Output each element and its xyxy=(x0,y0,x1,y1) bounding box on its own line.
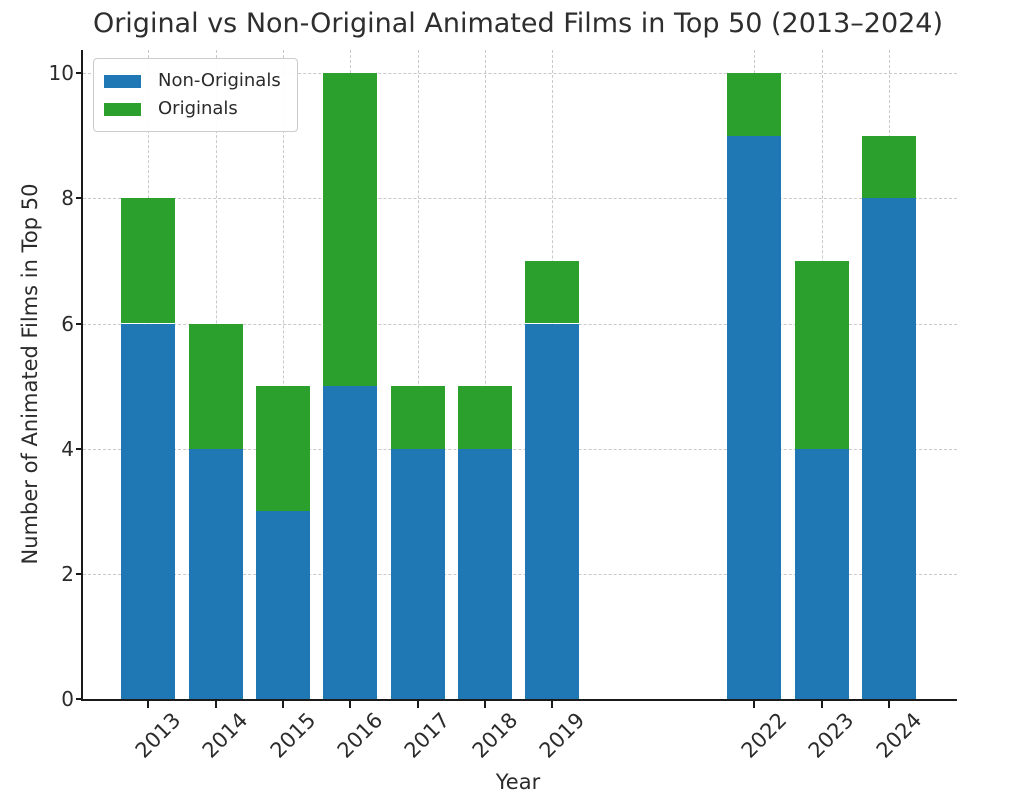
legend-swatch-originals xyxy=(104,102,141,116)
gridline-y-6 xyxy=(83,323,957,325)
gridline-x-2015 xyxy=(283,50,284,699)
legend-swatch-non-originals xyxy=(104,74,141,88)
x-tick-2015 xyxy=(282,701,284,708)
y-tick-4 xyxy=(76,447,83,450)
x-tick-label-2023: 2023 xyxy=(803,708,859,763)
chart-title: Original vs Non-Original Animated Films … xyxy=(92,8,944,39)
bar-2023-originals xyxy=(794,260,849,449)
gridline-y-8 xyxy=(83,198,957,200)
bar-2023-non-originals xyxy=(794,448,849,699)
bar-2015-originals xyxy=(256,386,310,512)
x-tick-label-2018: 2018 xyxy=(467,708,522,763)
y-tick-10 xyxy=(76,72,83,75)
bar-2018-non-originals xyxy=(458,448,512,699)
bar-2022-originals xyxy=(727,73,782,136)
x-tick-2022 xyxy=(753,701,756,708)
gridline-y-10 xyxy=(83,73,957,75)
bar-2022-non-originals xyxy=(727,135,782,699)
bar-2018-originals xyxy=(458,386,512,449)
y-tick-8 xyxy=(76,197,83,200)
x-tick-label-2019: 2019 xyxy=(534,708,590,763)
x-tick-label-2022: 2022 xyxy=(736,708,792,763)
y-tick-label-10: 10 xyxy=(48,61,74,86)
x-tick-label-2013: 2013 xyxy=(130,708,186,763)
bar-2014-originals xyxy=(188,323,243,449)
x-tick-2023 xyxy=(820,701,823,708)
x-tick-2016 xyxy=(349,701,352,708)
bar-2013-non-originals xyxy=(121,323,176,699)
gridline-y-4 xyxy=(83,448,957,450)
bar-2017-originals xyxy=(390,386,445,449)
x-tick-2013 xyxy=(147,701,150,708)
bar-2014-non-originals xyxy=(188,448,243,699)
legend-item-originals: Originals xyxy=(104,95,281,123)
bar-2024-non-originals xyxy=(862,198,916,699)
gridline-x-2017 xyxy=(417,50,419,699)
y-tick-label-0: 0 xyxy=(61,687,74,711)
y-tick-label-6: 6 xyxy=(61,311,74,336)
bar-2015-non-originals xyxy=(256,511,310,699)
bar-2017-non-originals xyxy=(390,448,445,699)
bar-2016-originals xyxy=(323,73,378,387)
x-tick-2024 xyxy=(888,701,890,708)
plot-area: Non-Originals Originals xyxy=(81,50,957,701)
y-tick-2 xyxy=(76,572,83,575)
y-tick-6 xyxy=(76,322,83,325)
x-tick-2019 xyxy=(551,701,554,708)
x-tick-label-2024: 2024 xyxy=(871,708,926,763)
x-tick-2014 xyxy=(214,701,217,708)
bar-2019-originals xyxy=(525,260,580,324)
y-tick-label-4: 4 xyxy=(61,436,74,461)
x-tick-label-2014: 2014 xyxy=(197,708,253,763)
legend-label-originals: Originals xyxy=(158,98,238,119)
bar-2016-non-originals xyxy=(323,386,378,699)
gridline-x-2018 xyxy=(485,50,486,699)
bar-2024-originals xyxy=(862,135,916,199)
legend-item-non-originals: Non-Originals xyxy=(104,67,281,95)
bar-2019-non-originals xyxy=(525,323,580,699)
y-tick-label-2: 2 xyxy=(61,561,74,586)
y-axis-label: Number of Animated Films in Top 50 xyxy=(18,183,42,565)
y-tick-label-8: 8 xyxy=(61,186,74,211)
legend-label-non-originals: Non-Originals xyxy=(158,70,281,91)
legend: Non-Originals Originals xyxy=(93,58,298,132)
x-tick-label-2015: 2015 xyxy=(265,708,320,763)
gridline-y-2 xyxy=(83,573,957,575)
y-tick-0 xyxy=(76,698,83,700)
x-axis-label: Year xyxy=(495,770,541,794)
x-tick-label-2017: 2017 xyxy=(399,708,455,763)
x-tick-label-2016: 2016 xyxy=(332,708,388,763)
bar-2013-originals xyxy=(121,198,176,324)
x-tick-2017 xyxy=(416,701,419,708)
x-tick-2018 xyxy=(484,701,486,708)
